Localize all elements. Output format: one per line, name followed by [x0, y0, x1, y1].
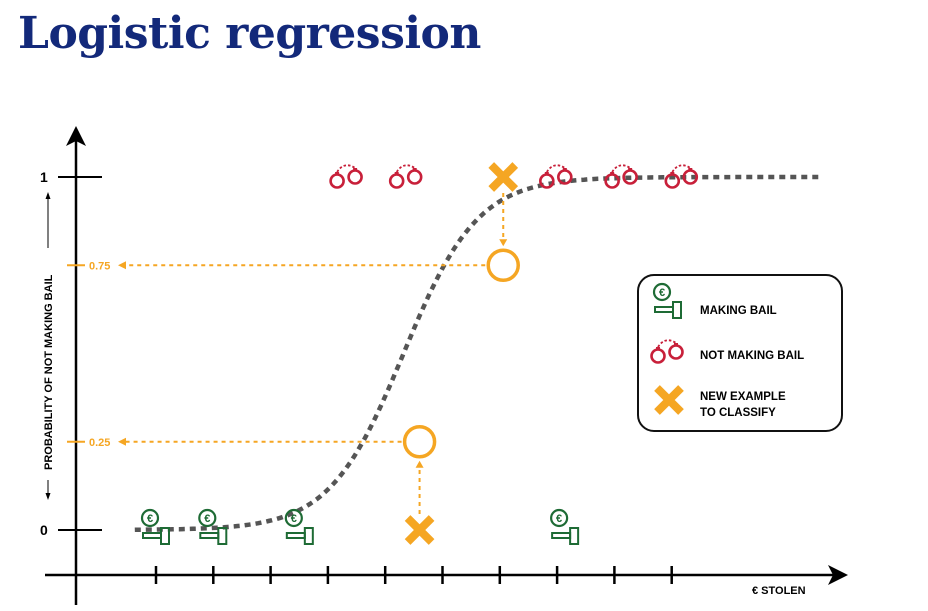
arrow-icon [118, 437, 126, 446]
arrow-icon [415, 460, 424, 468]
y-tick-label: 1 [40, 169, 48, 185]
new-example-x-icon [491, 165, 515, 189]
highlight-y-tick-label: 0.25 [89, 437, 110, 449]
predicted-point [486, 248, 520, 282]
legend: MAKING BAIL NOT MAKING BAIL NEW EXAMPLE … [637, 274, 843, 432]
legend-making-bail: MAKING BAIL [700, 305, 777, 317]
y-tick-label: 0 [40, 522, 48, 538]
making-bail-point-gavel-icon [140, 508, 171, 546]
not-making-bail-point-handcuffs-icon [539, 163, 573, 189]
not-making-bail-point-handcuffs-icon [604, 163, 638, 189]
legend-new-example-line2: TO CLASSIFY [700, 407, 776, 419]
legend-not-making-bail: NOT MAKING BAIL [700, 350, 804, 362]
new-example-x-icon [408, 518, 432, 542]
y-axis-arrow-icon [66, 126, 86, 146]
not-making-bail-point-handcuffs-icon [329, 163, 363, 189]
not-making-bail-point-handcuffs-icon [388, 163, 423, 189]
y-axis-label-arrow-icon [45, 192, 51, 500]
x-axis-arrow-icon [828, 565, 848, 585]
x-axis-label: € STOLEN [752, 585, 806, 597]
y-axis-label: PROBABILITY OF NOT MAKING BAIL [43, 274, 55, 470]
page-title: Logistic regression [18, 8, 481, 59]
logistic-curve [134, 174, 821, 533]
arrow-icon [499, 239, 508, 247]
making-bail-point-gavel-icon [284, 508, 314, 546]
predicted-point [402, 425, 437, 459]
legend-new-example-line1: NEW EXAMPLE [700, 391, 786, 403]
arrow-icon [118, 261, 126, 270]
highlight-y-tick-label: 0.75 [89, 260, 110, 272]
making-bail-point-gavel-icon [550, 508, 580, 546]
